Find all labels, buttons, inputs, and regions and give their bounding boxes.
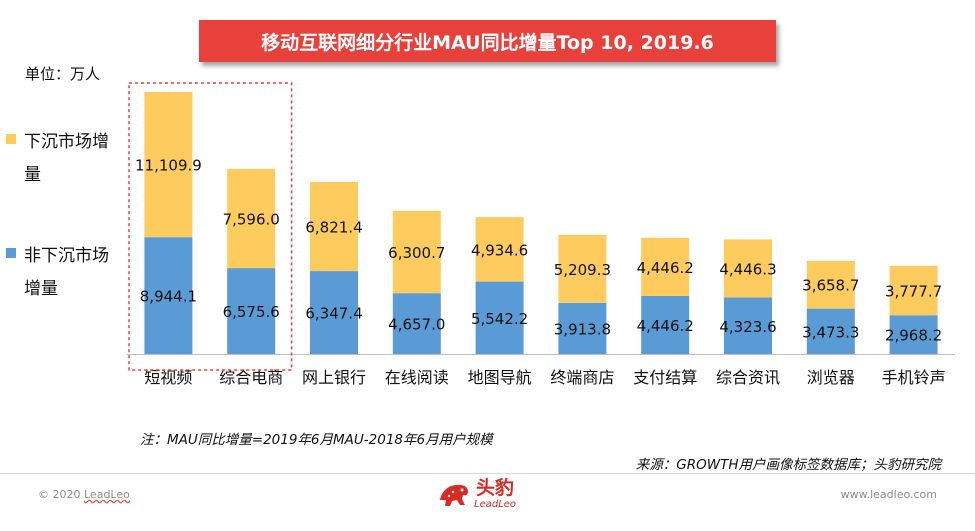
- bar-fei-xiachen: [724, 297, 772, 354]
- website-url[interactable]: www.leadleo.com: [840, 488, 937, 501]
- bar-fei-xiachen: [806, 308, 855, 354]
- copyright-brand: LeadLeo: [84, 488, 130, 501]
- data-label-fei-xiachen: 5,542.2: [471, 310, 528, 328]
- legend-swatch-xiachen: [6, 134, 16, 144]
- bar-fei-xiachen: [144, 237, 193, 354]
- data-label-fei-xiachen: 4,446.2: [637, 317, 694, 335]
- legend-label-fei-xiachen: 非下沉市场增量: [24, 246, 109, 299]
- bar-xiachen: [144, 92, 193, 238]
- bar-xiachen: [475, 217, 524, 282]
- chart-note: 注：MAU同比增量=2019年6月MAU-2018年6月用户规模: [140, 432, 493, 448]
- data-label-xiachen: 6,821.4: [305, 219, 362, 237]
- bar-xiachen: [889, 265, 938, 316]
- x-tick-label: 综合资讯: [716, 368, 780, 387]
- bar-fei-xiachen: [641, 295, 690, 354]
- data-label-fei-xiachen: 2,968.2: [885, 327, 942, 345]
- highlight-box: [128, 82, 293, 371]
- chart-title-text: 移动互联网细分行业MAU同比增量Top 10, 2019.6: [261, 31, 714, 54]
- bar-fei-xiachen: [889, 315, 938, 354]
- x-tick-label: 网上银行: [302, 368, 366, 387]
- bar-xiachen: [641, 237, 690, 296]
- data-label-fei-xiachen: 6,575.6: [223, 303, 280, 321]
- data-label-fei-xiachen: 4,657.0: [388, 316, 445, 334]
- bar-xiachen: [392, 210, 441, 294]
- x-tick-label: 浏览器: [807, 368, 855, 387]
- copyright: © 2020 LeadLeo: [38, 488, 130, 501]
- chart-title: 移动互联网细分行业MAU同比增量Top 10, 2019.6: [199, 20, 776, 62]
- data-label-xiachen: 4,446.2: [637, 259, 694, 277]
- footer-divider: [0, 473, 975, 474]
- x-tick-label: 地图导航: [468, 368, 532, 387]
- leopard-icon: [440, 484, 468, 506]
- bar-fei-xiachen: [392, 293, 441, 354]
- bar-fei-xiachen: [227, 268, 276, 354]
- bar-fei-xiachen: [475, 281, 524, 354]
- data-label-xiachen: 3,777.7: [885, 283, 942, 301]
- x-tick-label: 终端商店: [550, 368, 614, 387]
- data-label-xiachen: 6,300.7: [388, 244, 445, 262]
- data-label-xiachen: 4,446.3: [719, 260, 776, 278]
- legend-label-xiachen: 下沉市场增量: [24, 132, 109, 185]
- x-tick-label: 手机铃声: [882, 368, 946, 387]
- unit-label: 单位：万人: [25, 65, 101, 83]
- data-label-xiachen: 4,934.6: [471, 241, 528, 259]
- data-label-xiachen: 3,658.7: [802, 277, 859, 295]
- bar-fei-xiachen: [558, 302, 607, 354]
- legend-item-fei-xiachen: 非下沉市场增量: [6, 240, 112, 306]
- legend-swatch-fei-xiachen: [6, 248, 16, 258]
- data-label-fei-xiachen: 4,323.6: [719, 318, 776, 336]
- logo-en-text: LeadLeo: [474, 499, 517, 510]
- data-label-xiachen: 5,209.3: [554, 261, 611, 279]
- data-label-fei-xiachen: 3,473.3: [802, 323, 859, 341]
- leadleo-logo: 头豹 LeadLeo: [438, 477, 516, 511]
- logo-cn-text: 头豹: [476, 477, 515, 499]
- copyright-prefix: © 2020: [38, 488, 84, 501]
- data-label-xiachen: 11,109.9: [135, 157, 202, 175]
- legend-item-xiachen: 下沉市场增量: [6, 126, 112, 192]
- chart-source: 来源：GROWTH用户画像标签数据库；头豹研究院: [635, 457, 941, 473]
- x-tick-label: 综合电商: [219, 368, 283, 387]
- bar-xiachen: [227, 168, 276, 269]
- bar-xiachen: [558, 234, 607, 303]
- bar-xiachen: [806, 260, 855, 309]
- bar-xiachen: [310, 181, 358, 272]
- x-tick-label: 在线阅读: [385, 368, 449, 387]
- x-tick-label: 短视频: [144, 368, 192, 387]
- data-label-xiachen: 7,596.0: [223, 210, 280, 228]
- data-label-fei-xiachen: 8,944.1: [140, 288, 197, 306]
- bar-fei-xiachen: [310, 271, 358, 354]
- data-label-fei-xiachen: 6,347.4: [305, 305, 362, 323]
- bar-xiachen: [724, 239, 772, 298]
- x-tick-label: 支付结算: [633, 368, 697, 387]
- data-label-fei-xiachen: 3,913.8: [554, 320, 611, 338]
